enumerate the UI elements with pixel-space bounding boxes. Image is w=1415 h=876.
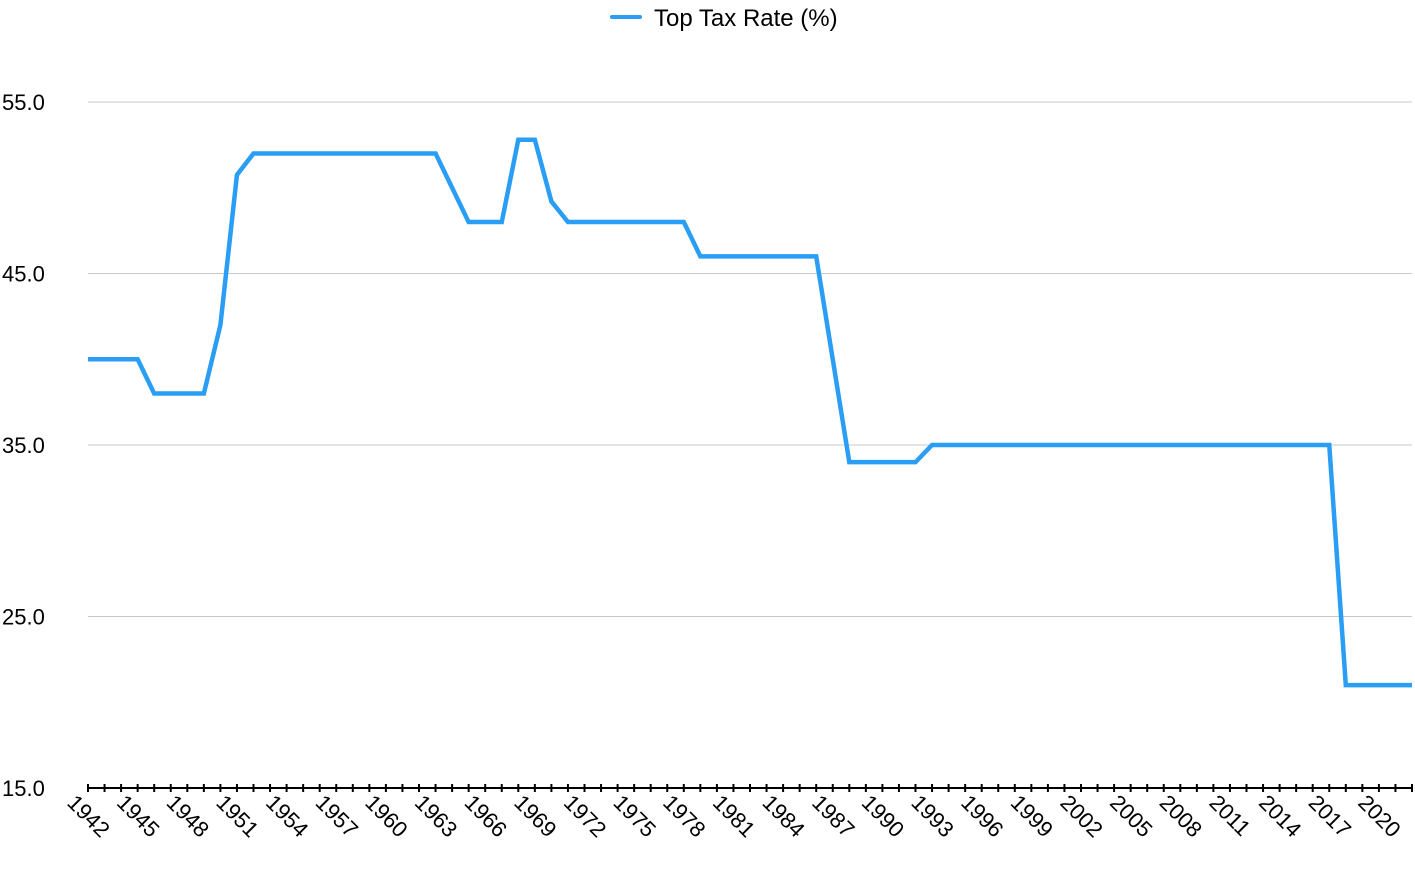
- x-tick-label: 2005: [1105, 790, 1157, 842]
- x-tick-label: 1942: [62, 790, 114, 842]
- legend: Top Tax Rate (%): [610, 5, 838, 32]
- x-tick-label: 1945: [112, 790, 164, 842]
- y-tick-label: 45.0: [2, 262, 45, 287]
- legend-label: Top Tax Rate (%): [654, 5, 838, 32]
- x-tick-label: 1966: [460, 790, 512, 842]
- y-axis-ticks: 15.0 25.0 35.0 45.0 55.0: [2, 90, 45, 801]
- y-tick-label: 35.0: [2, 433, 45, 458]
- x-tick-label: 1981: [708, 790, 760, 842]
- gridlines: [88, 101, 1412, 617]
- x-tick-label: 2020: [1353, 790, 1405, 842]
- x-tick-label: 1948: [162, 790, 214, 842]
- x-tick-label: 1951: [211, 790, 263, 842]
- x-tick-label: 2017: [1304, 790, 1356, 842]
- series-lines: [88, 137, 1412, 688]
- x-tick-label: 1972: [559, 790, 611, 842]
- x-tick-label: 1993: [907, 790, 959, 842]
- y-tick-label: 15.0: [2, 776, 45, 801]
- x-tick-label: 2008: [1155, 790, 1207, 842]
- x-tick-label: 1984: [758, 790, 810, 842]
- x-tick-label: 1963: [410, 790, 462, 842]
- x-tick-label: 2011: [1204, 790, 1255, 841]
- x-tick-label: 2002: [1055, 790, 1107, 842]
- x-tick-label: 1954: [261, 790, 313, 842]
- x-tick-label: 1975: [609, 790, 661, 842]
- x-tick-label: 1978: [658, 790, 710, 842]
- x-tick-label: 1999: [1006, 790, 1058, 842]
- x-tick-label: 1957: [311, 790, 363, 842]
- x-tick-label: 1987: [807, 790, 859, 842]
- x-tick-label: 1996: [956, 790, 1008, 842]
- x-tick-label: 1960: [360, 790, 412, 842]
- series-line-top-tax-rate: [88, 137, 1412, 688]
- x-tick-label: 1969: [509, 790, 561, 842]
- x-tick-label: 1990: [857, 790, 909, 842]
- y-tick-label: 55.0: [2, 90, 45, 115]
- y-tick-label: 25.0: [2, 605, 45, 630]
- x-axis: 1942194519481951195419571960196319661969…: [62, 784, 1413, 842]
- x-tick-label: 2014: [1254, 790, 1306, 842]
